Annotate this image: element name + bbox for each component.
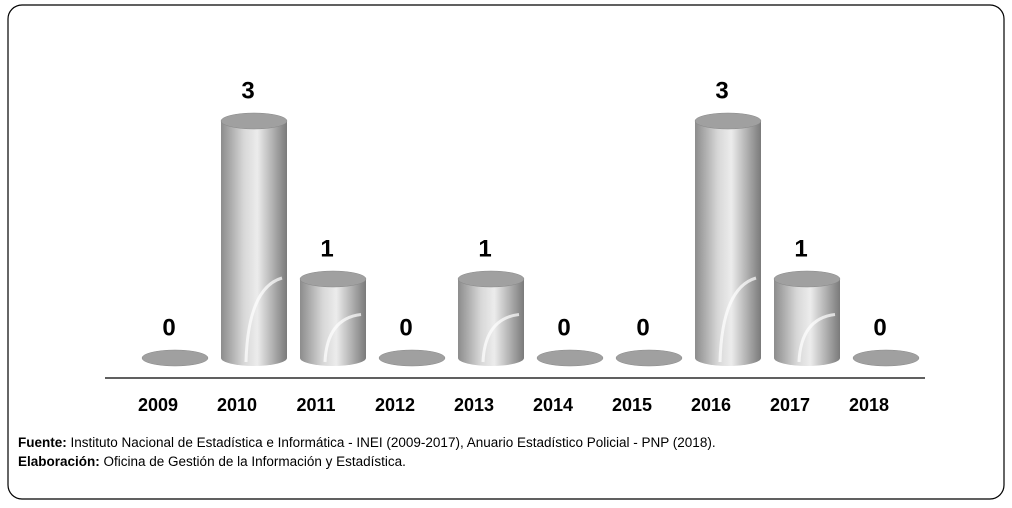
value-label: 0 [399, 314, 412, 341]
cylinder [774, 279, 840, 366]
highlight [718, 276, 757, 363]
credit-note: Elaboración: Oficina de Gestión de la In… [18, 454, 406, 469]
cylinder-top [378, 349, 446, 367]
cylinder-top [299, 270, 367, 288]
source-note: Fuente: Instituto Nacional de Estadístic… [18, 435, 716, 450]
x-tick-label: 2011 [296, 395, 335, 415]
value-label: 1 [794, 235, 807, 262]
x-tick-label: 2010 [217, 395, 257, 415]
cylinder-top [852, 349, 920, 367]
value-label: 0 [636, 314, 649, 341]
x-tick-label: 2014 [533, 395, 573, 415]
value-label: 3 [241, 77, 254, 104]
cylinder-top [220, 112, 288, 130]
frame [7, 4, 1005, 500]
source-label: Fuente: [18, 435, 67, 450]
x-tick-label: 2017 [770, 395, 810, 415]
x-tick-label: 2016 [691, 395, 731, 415]
x-tick-label: 2018 [849, 395, 889, 415]
credit-text: Oficina de Gestión de la Información y E… [100, 454, 406, 469]
cylinder-top [536, 349, 604, 367]
value-label: 0 [162, 314, 175, 341]
cylinder-top [694, 112, 762, 130]
highlight [481, 313, 520, 363]
cylinder-top [615, 349, 683, 367]
cylinder [695, 121, 761, 366]
x-tick-label: 2015 [612, 395, 652, 415]
x-tick-label: 2013 [454, 395, 494, 415]
source-text: Instituto Nacional de Estadística e Info… [67, 435, 716, 450]
highlight [797, 313, 836, 363]
value-label: 3 [715, 77, 728, 104]
cylinder [221, 121, 287, 366]
value-label: 1 [320, 235, 333, 262]
highlight [244, 276, 283, 363]
credit-label: Elaboración: [18, 454, 100, 469]
value-label: 0 [557, 314, 570, 341]
value-label: 1 [478, 235, 491, 262]
cylinder-top [773, 270, 841, 288]
cylinder-top [141, 349, 209, 367]
x-tick-label: 2012 [375, 395, 415, 415]
value-label: 0 [873, 314, 886, 341]
cylinder [458, 279, 524, 366]
cylinder [300, 279, 366, 366]
cylinder-top [457, 270, 525, 288]
highlight [323, 313, 362, 363]
x-tick-label: 2009 [138, 395, 178, 415]
